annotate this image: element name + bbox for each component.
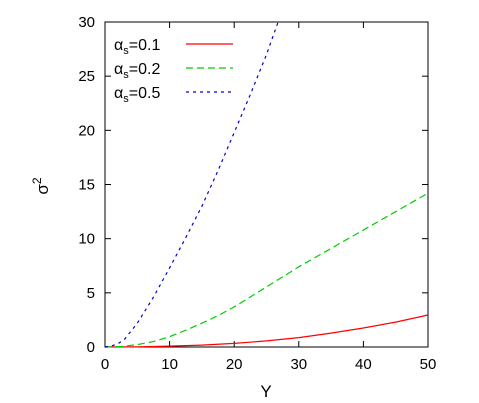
legend-label-symbol: α: [114, 85, 123, 102]
series-line-1: [104, 314, 429, 348]
series-line-2: [104, 192, 429, 348]
legend-label-subscript: s: [123, 93, 129, 105]
y-tick-label: 30: [78, 14, 95, 31]
legend-label-symbol: α: [114, 61, 123, 78]
y-tick-label: 10: [78, 231, 95, 248]
y-axis-title-sup: 2: [30, 177, 44, 184]
legend-label-subscript: s: [123, 69, 129, 81]
x-tick-label: 10: [161, 356, 178, 373]
y-tick-label: 15: [78, 177, 95, 194]
axis-tick-labels: 0 10 20 30 40 50 0 5 10 15 20 25 30: [78, 14, 436, 373]
legend: αs=0.1αs=0.2αs=0.5: [114, 37, 233, 105]
y-tick-label: 0: [87, 339, 95, 356]
legend-label-1: αs=0.1: [114, 37, 160, 57]
series-line-3: [104, 21, 279, 348]
x-axis-title: Y: [260, 382, 271, 401]
y-tick-label: 5: [87, 285, 95, 302]
y-axis-title: σ2: [30, 177, 52, 195]
legend-label-suffix: =0.1: [129, 37, 161, 54]
legend-label-suffix: =0.2: [129, 61, 161, 78]
legend-label-3: αs=0.5: [114, 85, 160, 105]
legend-label-suffix: =0.5: [129, 85, 161, 102]
series-lines: [104, 21, 429, 348]
legend-label-symbol: α: [114, 37, 123, 54]
y-axis-title-base: σ: [33, 184, 52, 195]
legend-label-subscript: s: [123, 45, 129, 57]
x-tick-label: 0: [101, 356, 109, 373]
x-tick-label: 40: [355, 356, 372, 373]
x-tick-label: 30: [290, 356, 307, 373]
y-tick-label: 25: [78, 68, 95, 85]
x-tick-label: 50: [420, 356, 437, 373]
x-tick-label: 20: [226, 356, 243, 373]
legend-label-2: αs=0.2: [114, 61, 160, 81]
y-tick-label: 20: [78, 122, 95, 139]
